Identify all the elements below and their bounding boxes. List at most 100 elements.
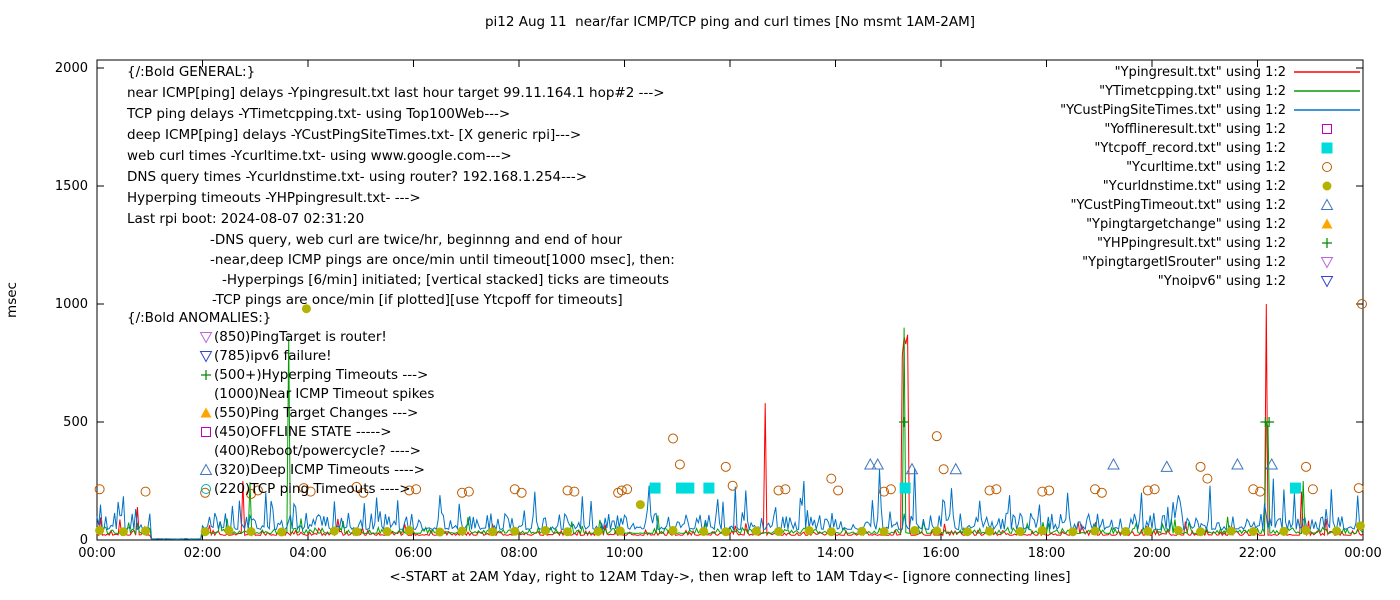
legend-label-Yofflineresult.txt: "Yofflineresult.txt" using 1:2 xyxy=(1104,122,1286,137)
series-point-Ycurldnstime.txt xyxy=(1196,527,1206,537)
general-line: DNS query times -Ycurldnstime.txt- using… xyxy=(127,169,587,185)
series-point-YCustPingTimeout.txt xyxy=(905,462,919,475)
general-line: deep ICMP[ping] delays -YCustPingSiteTim… xyxy=(127,127,581,143)
series-line-YCustPingSiteTimes.txt xyxy=(96,467,1364,540)
y-tick-label: 0 xyxy=(80,533,88,548)
series-point-Ycurltime.txt xyxy=(457,487,468,498)
series-point-Ycurltime.txt xyxy=(727,480,738,491)
series-point-Ycurldnstime.txt xyxy=(246,527,256,537)
series-point-Ycurldnstime.txt xyxy=(962,527,972,537)
anomaly-line: (785)ipv6 failure! xyxy=(214,348,332,364)
legend-label-YCustPingSiteTimes.txt: "YCustPingSiteTimes.txt" using 1:2 xyxy=(1060,103,1286,118)
series-point-Ycurltime.txt xyxy=(1356,299,1367,309)
legend-sample-Ynoipv6 xyxy=(1320,276,1334,288)
series-point-Ycurldnstime.txt xyxy=(118,527,128,537)
general-note-line: -Hyperpings [6/min] initiated; [vertical… xyxy=(222,272,669,288)
series-point-Ycurltime.txt xyxy=(826,473,837,484)
general-line: web curl times -Ycurltime.txt- using www… xyxy=(127,148,512,164)
series-point-Ycurldnstime.txt xyxy=(1279,526,1289,536)
series-point-Ycurldnstime.txt xyxy=(277,527,287,537)
x-tick-label: 16:00 xyxy=(922,546,959,561)
series-point-Ycurldnstime.txt xyxy=(826,527,836,537)
legend-sample-Ypingtargetchange xyxy=(1321,218,1333,229)
anomaly-line: (400)Reboot/powercycle? ----> xyxy=(214,443,421,459)
series-point-Ycurltime.txt xyxy=(252,485,263,496)
legend-sample-Ycurldnstime.txt xyxy=(1322,181,1332,191)
anomaly-line: (500+)Hyperping Timeouts ---> xyxy=(214,367,428,383)
y-tick-label: 1500 xyxy=(55,179,88,194)
series-point-Ycurldnstime.txt xyxy=(699,527,709,537)
series-point-Ycurldnstime.txt xyxy=(540,526,550,536)
chart-title: pi12 Aug 11 near/far ICMP/TCP ping and c… xyxy=(485,14,975,30)
series-point-Ytcpoff_record.txt xyxy=(649,482,661,494)
legend-label-YHPpingresult.txt: "YHPpingresult.txt" using 1:2 xyxy=(1097,236,1286,251)
legend-sample-YCustPingTimeout.txt xyxy=(1320,198,1334,210)
series-point-Ycurldnstime.txt xyxy=(95,526,105,536)
general-note-line: -TCP pings are once/min [if plotted][use… xyxy=(212,292,623,308)
legend-label-YTimetcpping.txt: "YTimetcpping.txt" using 1:2 xyxy=(1099,84,1286,99)
series-point-YCustPingTimeout.txt xyxy=(1160,460,1174,472)
series-point-Ycurltime.txt xyxy=(674,459,685,470)
series-point-Ycurldnstime.txt xyxy=(141,526,151,536)
series-point-Ycurltime.txt xyxy=(991,484,1002,495)
general-note-line: -DNS query, web curl are twice/hr, begin… xyxy=(210,232,623,248)
series-point-Ycurltime.txt xyxy=(622,484,633,495)
series-point-Ycurltime.txt xyxy=(668,433,679,444)
series-point-YCustPingTimeout.txt xyxy=(863,457,877,470)
series-point-Ycurldnstime.txt xyxy=(301,304,311,314)
series-point-Ycurldnstime.txt xyxy=(1143,526,1153,536)
series-point-Ycurltime.txt xyxy=(1307,484,1318,495)
series-point-Ycurldnstime.txt xyxy=(1332,526,1342,536)
legend-label-Ycurltime.txt: "Ycurltime.txt" using 1:2 xyxy=(1126,160,1286,175)
series-point-Ytcpoff_record.txt xyxy=(683,482,695,494)
legend-label-Ypingtargetchange: "Ypingtargetchange" using 1:2 xyxy=(1086,217,1286,232)
x-axis-label: <-START at 2AM Yday, right to 12AM Tday-… xyxy=(389,569,1070,585)
series-point-Ycurltime.txt xyxy=(1037,486,1048,497)
general-line: Last rpi boot: 2024-08-07 02:31:20 xyxy=(127,211,364,227)
anomaly-line: (1000)Near ICMP Timeout spikes xyxy=(214,386,434,402)
x-tick-label: 02:00 xyxy=(184,546,221,561)
y-axis-label: msec xyxy=(4,282,20,318)
series-point-Ycurldnstime.txt xyxy=(404,526,414,536)
y-tick-label: 500 xyxy=(63,415,88,430)
series-point-Ycurltime.txt xyxy=(463,486,474,497)
y-tick-label: 2000 xyxy=(55,61,88,76)
series-point-Ycurldnstime.txt xyxy=(635,500,645,510)
series-point-Ycurltime.txt xyxy=(516,487,527,498)
series-point-Ycurltime.txt xyxy=(509,484,520,495)
x-tick-label: 14:00 xyxy=(817,546,854,561)
series-point-YCustPingTimeout.txt xyxy=(1265,457,1279,470)
x-tick-label: 00:00 xyxy=(1344,546,1381,561)
series-point-Ycurltime.txt xyxy=(1248,484,1259,495)
tri-down-open-key-icon xyxy=(199,351,213,363)
x-tick-label: 08:00 xyxy=(500,546,537,561)
series-point-Ycurldnstime.txt xyxy=(1015,527,1025,537)
series-point-Ytcpoff_record.txt xyxy=(1289,482,1301,494)
series-point-YCustPingTimeout.txt xyxy=(1231,457,1244,470)
tri-up-open-key-icon xyxy=(199,463,213,475)
anomalies-header: {/:Bold ANOMALIES:} xyxy=(127,310,271,326)
series-point-Ycurltime.txt xyxy=(411,484,422,495)
series-point-Ycurltime.txt xyxy=(404,485,415,496)
series-point-Ycurldnstime.txt xyxy=(1121,527,1131,537)
series-point-Ycurldnstime.txt xyxy=(879,527,889,537)
series-point-Ycurldnstime.txt xyxy=(563,527,573,537)
series-point-Ycurldnstime.txt xyxy=(329,526,339,536)
series-point-Ycurldnstime.txt xyxy=(488,527,498,537)
square-open-key-icon xyxy=(201,427,211,437)
general-line: TCP ping delays -YTimetcpping.txt- using… xyxy=(126,106,510,122)
legend-sample-Ycurltime.txt xyxy=(1322,162,1332,172)
series-point-Ycurldnstime.txt xyxy=(910,526,920,536)
tri-up-fill-key-icon xyxy=(200,407,212,418)
series-point-Ycurltime.txt xyxy=(351,481,362,492)
general-line: Hyperping timeouts -YHPpingresult.txt- -… xyxy=(127,190,421,206)
y-tick-label: 1000 xyxy=(55,297,88,312)
series-point-Ycurltime.txt xyxy=(305,486,316,497)
series-point-Ycurltime.txt xyxy=(1202,473,1213,484)
series-point-Ycurltime.txt xyxy=(780,484,791,495)
series-point-Ycurldnstime.txt xyxy=(1301,526,1311,536)
series-point-Ycurldnstime.txt xyxy=(382,527,392,537)
series-point-Ycurldnstime.txt xyxy=(224,526,234,536)
series-point-Ycurldnstime.txt xyxy=(1068,527,1078,537)
